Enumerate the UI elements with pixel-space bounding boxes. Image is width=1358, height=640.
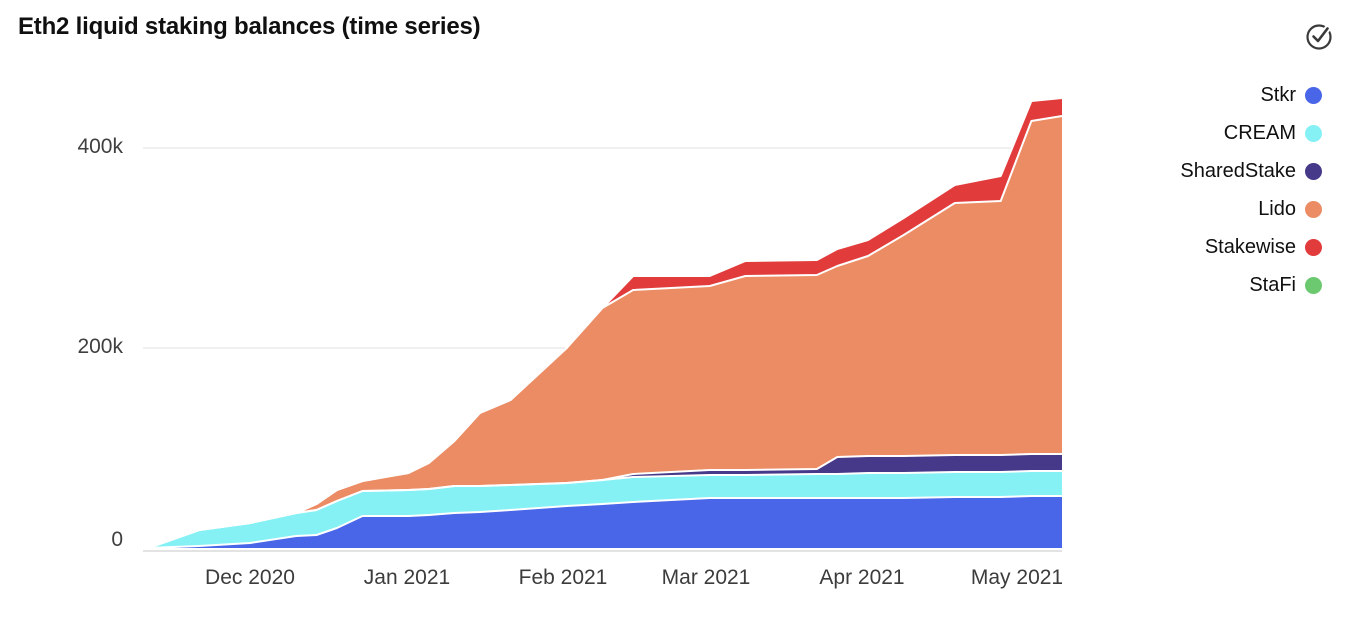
x-tick-apr-2021: Apr 2021 <box>819 566 905 589</box>
band-separator-sharedstake <box>147 453 1062 549</box>
legend-item-stafi[interactable]: StaFi <box>1249 272 1322 299</box>
legend-swatch-cream-icon <box>1305 125 1322 142</box>
x-tick-jan-2021: Jan 2021 <box>363 566 451 589</box>
legend-label: Stakewise <box>1204 236 1296 258</box>
legend-item-stkr[interactable]: Stkr <box>1260 82 1322 109</box>
legend-label: Stkr <box>1260 84 1296 106</box>
band-separator-stkr <box>147 495 1062 549</box>
x-tick-mar-2021: Mar 2021 <box>661 566 751 589</box>
legend-swatch-stafi-icon <box>1305 277 1322 294</box>
legend: Stkr CREAM SharedStake Lido Stakewise St… <box>1180 82 1322 299</box>
legend-label: StaFi <box>1249 274 1296 296</box>
page-title: Eth2 liquid staking balances (time serie… <box>18 13 481 40</box>
area-lido[interactable] <box>148 116 1062 548</box>
x-tick-may-2021: May 2021 <box>970 566 1064 589</box>
area-cream[interactable] <box>148 471 1062 548</box>
legend-label: Lido <box>1258 198 1296 220</box>
legend-swatch-stakewise-icon <box>1305 239 1322 256</box>
legend-swatch-sharedstake-icon <box>1305 163 1322 180</box>
legend-label: SharedStake <box>1180 160 1296 182</box>
legend-label: CREAM <box>1223 122 1296 144</box>
x-tick-feb-2021: Feb 2021 <box>518 566 608 589</box>
band-separator-stakewise <box>147 97 1063 549</box>
y-tick-200k: 200k <box>77 335 123 358</box>
legend-item-stakewise[interactable]: Stakewise <box>1205 234 1322 261</box>
legend-swatch-lido-icon <box>1305 201 1322 218</box>
check-circle-icon[interactable] <box>1304 20 1336 52</box>
y-tick-400k: 400k <box>77 135 123 158</box>
legend-item-sharedstake[interactable]: SharedStake <box>1180 158 1322 185</box>
legend-item-lido[interactable]: Lido <box>1258 196 1322 223</box>
legend-item-cream[interactable]: CREAM <box>1224 120 1322 147</box>
legend-swatch-stkr-icon <box>1305 87 1322 104</box>
area-sharedstake[interactable] <box>148 454 1062 548</box>
x-tick-dec-2020: Dec 2020 <box>205 566 295 589</box>
y-tick-0: 0 <box>111 528 123 551</box>
area-stkr[interactable] <box>148 496 1062 548</box>
